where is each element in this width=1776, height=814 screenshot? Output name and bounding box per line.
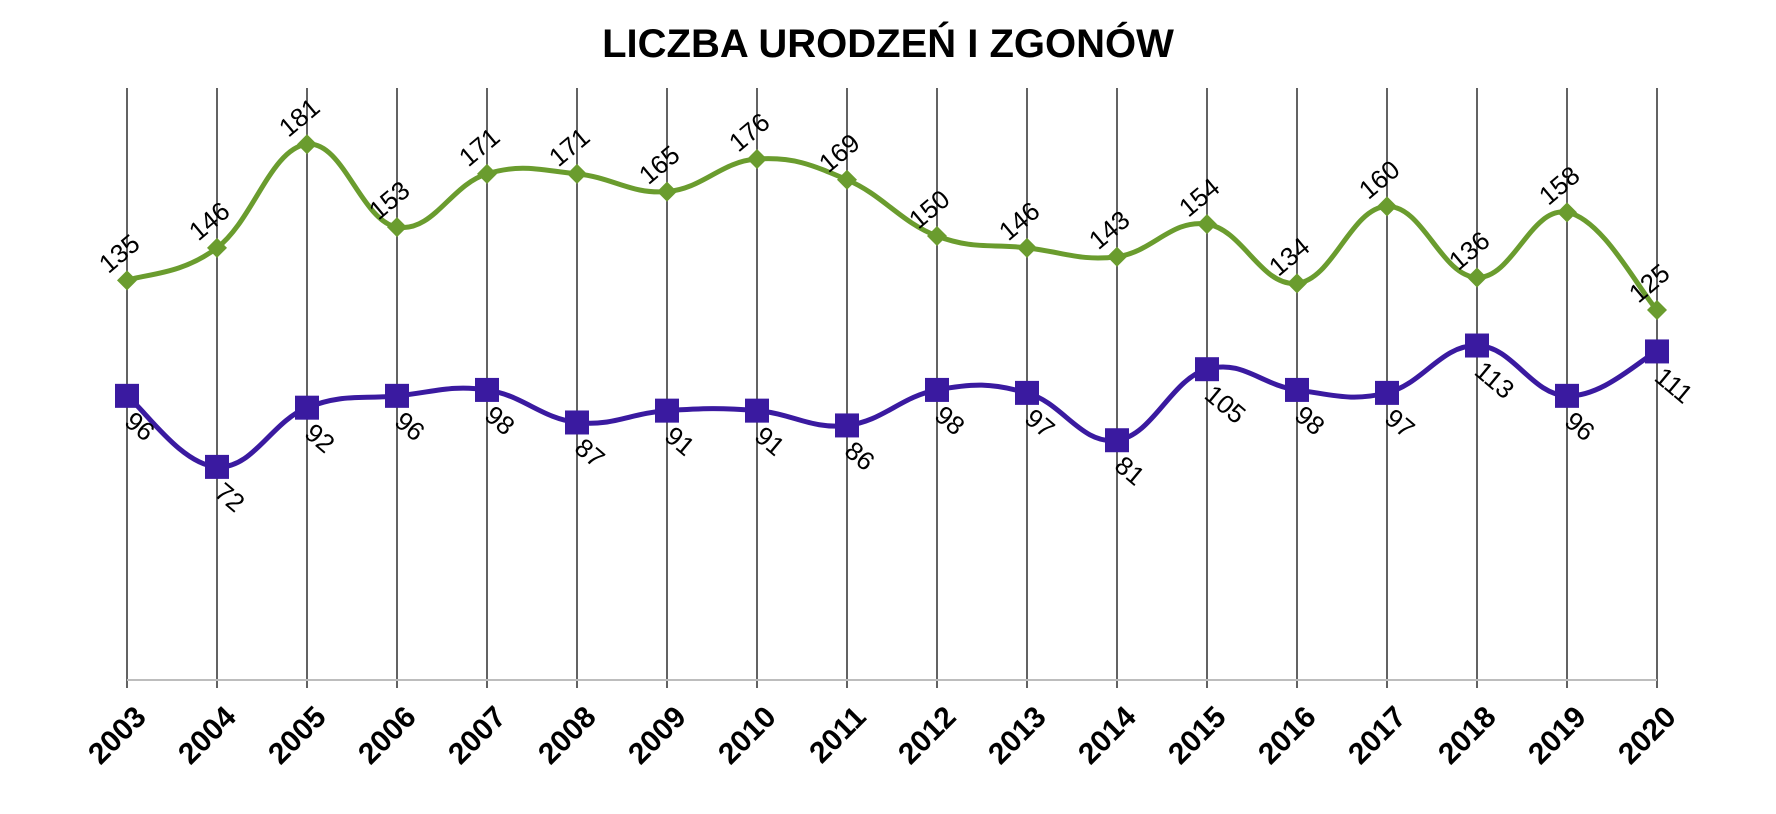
marker-0-2020 (1647, 300, 1667, 320)
marker-1-2012 (925, 377, 949, 402)
marker-1-2011 (835, 413, 859, 438)
data-label-0-2018: 136 (1443, 225, 1496, 276)
marker-0-2009 (657, 181, 677, 202)
marker-0-2011 (837, 169, 857, 190)
x-tick-label-2020: 2020 (1612, 700, 1683, 771)
x-tick-label-2007: 2007 (442, 700, 513, 771)
marker-0-2012 (927, 226, 947, 246)
marker-0-2017 (1377, 196, 1397, 217)
marker-0-2004 (207, 237, 227, 258)
x-tick-label-2006: 2006 (352, 700, 423, 771)
x-tick-label-2009: 2009 (622, 700, 693, 771)
data-label-1-2012: 98 (929, 400, 970, 442)
x-tick-label-2014: 2014 (1072, 700, 1143, 771)
x-tick-label-2016: 2016 (1252, 700, 1323, 771)
series-markers (115, 134, 1669, 479)
data-label-0-2010: 176 (723, 107, 776, 158)
data-label-1-2019: 96 (1559, 405, 1600, 447)
x-tick-label-2011: 2011 (803, 700, 872, 769)
marker-1-2010 (745, 398, 769, 423)
marker-1-2006 (385, 383, 409, 408)
x-tick-label-2010: 2010 (712, 700, 783, 771)
data-label-0-2003: 135 (93, 228, 146, 279)
marker-1-2009 (655, 398, 679, 423)
data-label-1-2003: 96 (119, 405, 160, 447)
marker-1-2013 (1015, 380, 1039, 405)
marker-0-2018 (1467, 267, 1487, 288)
vertical-gridlines (126, 88, 1658, 688)
x-tick-label-2004: 2004 (172, 700, 243, 771)
marker-1-2004 (205, 454, 229, 479)
data-label-0-2012: 150 (903, 184, 956, 235)
data-label-0-2008: 171 (543, 122, 596, 173)
marker-1-2007 (475, 377, 499, 402)
data-label-1-2006: 96 (389, 405, 430, 447)
data-label-0-2019: 158 (1533, 160, 1586, 211)
data-label-0-2020: 125 (1623, 258, 1676, 309)
marker-0-2019 (1557, 202, 1577, 223)
series-lines (124, 141, 1660, 470)
data-label-0-2009: 165 (633, 139, 686, 190)
marker-0-2003 (117, 270, 137, 291)
data-label-0-2013: 146 (993, 196, 1046, 247)
x-tick-label-2003: 2003 (82, 700, 153, 771)
marker-1-2020 (1645, 339, 1669, 364)
data-label-0-2007: 171 (453, 122, 506, 173)
x-tick-label-2013: 2013 (982, 700, 1053, 771)
data-label-1-2014: 81 (1109, 450, 1150, 492)
marker-1-2016 (1285, 377, 1309, 402)
marker-0-2016 (1287, 273, 1307, 294)
marker-1-2018 (1465, 333, 1489, 358)
data-label-0-2005: 181 (273, 92, 326, 143)
data-label-1-2008: 87 (569, 432, 610, 474)
data-label-1-2004: 72 (209, 476, 250, 518)
marker-0-2007 (477, 163, 497, 184)
marker-1-2019 (1555, 383, 1579, 408)
x-tick-labels: 2003 2004 2005 2006 2007 2008 2009 2010 2011 2012… (82, 700, 1683, 771)
marker-1-2005 (295, 395, 319, 420)
marker-0-2015 (1197, 214, 1217, 235)
data-label-0-2017: 160 (1353, 154, 1406, 205)
x-tick-label-2018: 2018 (1432, 700, 1503, 771)
data-label-1-2009: 91 (659, 420, 700, 462)
data-label-1-2007: 98 (479, 400, 520, 442)
marker-1-2015 (1195, 357, 1219, 382)
series-line-1 (124, 343, 1660, 470)
x-tick-label-2012: 2012 (892, 700, 963, 771)
marker-1-2003 (115, 383, 139, 408)
marker-0-2014 (1107, 246, 1127, 267)
x-tick-label-2008: 2008 (532, 700, 603, 771)
data-label-1-2016: 98 (1289, 400, 1330, 442)
marker-1-2008 (565, 410, 589, 435)
x-tick-label-2005: 2005 (262, 700, 333, 771)
marker-0-2005 (297, 134, 317, 155)
marker-0-2008 (567, 163, 587, 184)
chart-title: LICZBA URODZEŃ I ZGONÓW (602, 22, 1174, 66)
data-label-1-2010: 91 (749, 420, 790, 462)
data-label-0-2015: 154 (1173, 172, 1226, 223)
marker-0-2010 (747, 149, 767, 170)
series-line-0 (124, 141, 1660, 313)
marker-0-2006 (387, 217, 407, 238)
data-label-0-2006: 153 (363, 175, 416, 226)
data-label-1-2005: 92 (299, 417, 340, 459)
data-label-1-2017: 97 (1379, 402, 1420, 444)
x-tick-label-2015: 2015 (1162, 700, 1233, 771)
marker-0-2013 (1017, 237, 1037, 258)
x-tick-label-2017: 2017 (1342, 700, 1413, 771)
data-label-1-2011: 86 (839, 435, 880, 477)
data-label-0-2014: 143 (1083, 204, 1136, 255)
marker-1-2014 (1105, 428, 1129, 453)
marker-1-2017 (1375, 380, 1399, 405)
x-tick-label-2019: 2019 (1522, 700, 1593, 771)
